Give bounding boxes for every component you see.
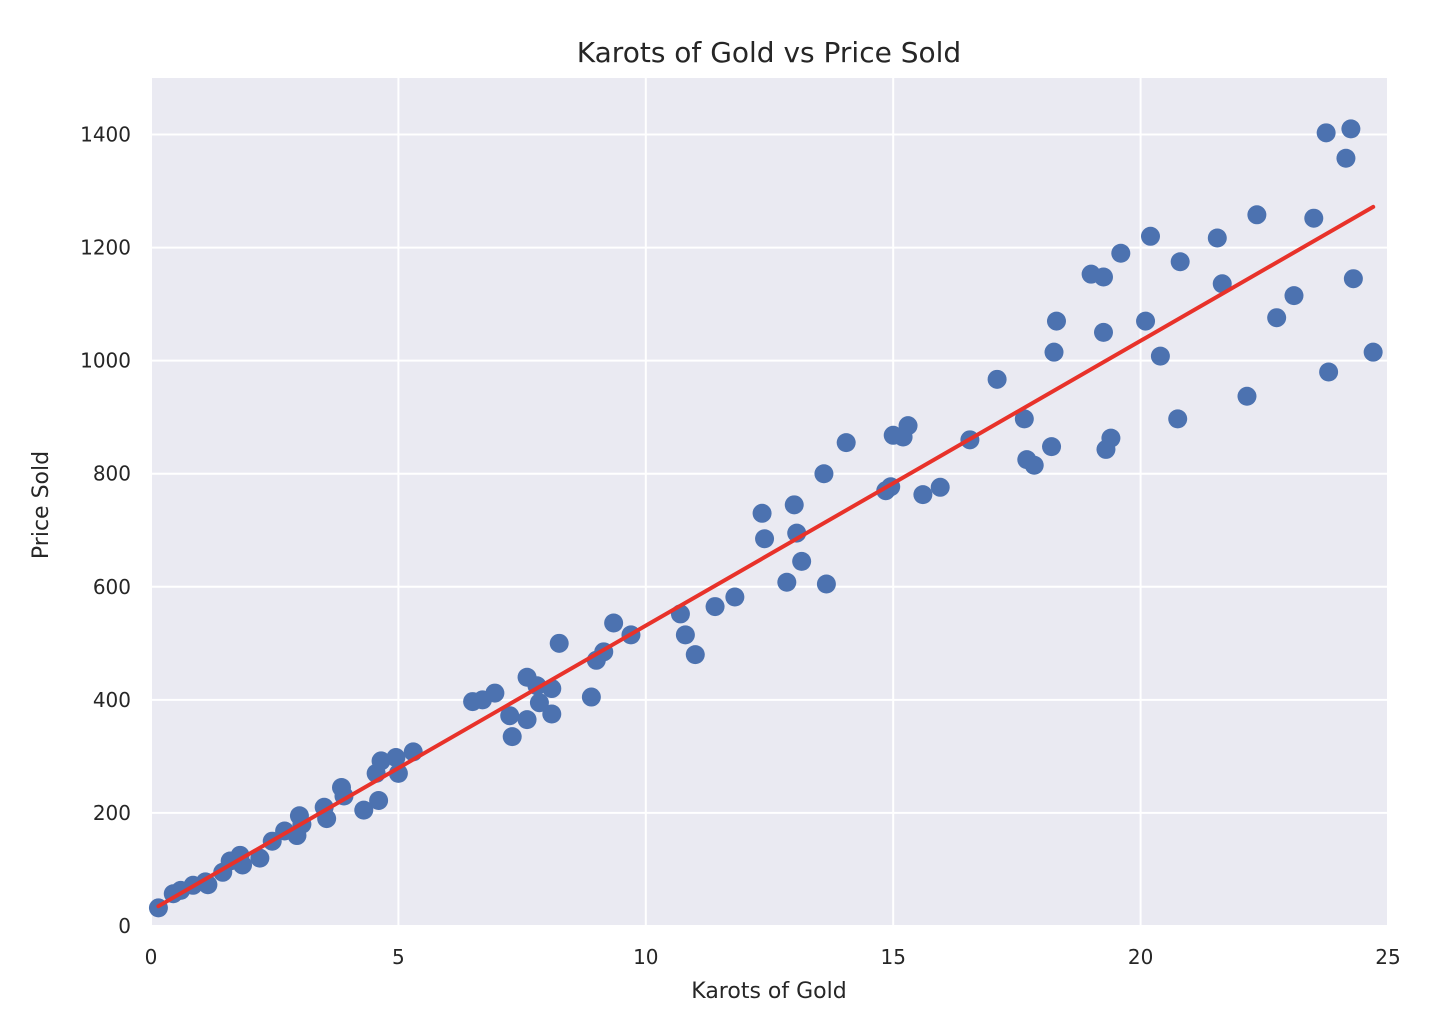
data-point: [581, 687, 601, 707]
data-point: [502, 727, 522, 747]
data-point: [1343, 269, 1363, 289]
data-point: [1024, 455, 1044, 475]
data-point: [1319, 362, 1339, 382]
y-tick-label: 600: [93, 575, 131, 599]
y-tick-label: 1200: [80, 236, 131, 260]
data-point: [784, 495, 804, 515]
data-point: [792, 551, 812, 571]
y-tick-label: 1400: [80, 123, 131, 147]
data-point: [1150, 346, 1170, 366]
x-axis-label: Karots of Gold: [691, 979, 846, 1004]
fit-line-group: [156, 204, 1376, 909]
y-tick-label: 1000: [80, 349, 131, 373]
x-tick-label: 20: [1128, 945, 1153, 969]
data-point: [1168, 409, 1188, 429]
data-point: [755, 529, 775, 549]
plot-area: [151, 78, 1388, 926]
data-point: [500, 706, 520, 726]
data-point: [1284, 286, 1304, 306]
data-point: [1046, 311, 1066, 331]
data-point: [1341, 119, 1361, 139]
data-point: [814, 464, 834, 484]
x-tick-label: 25: [1375, 945, 1400, 969]
data-point: [1170, 252, 1190, 272]
data-point: [752, 503, 772, 523]
y-axis-ticks: 0 200 400 600 800 1000 1200 1400: [80, 123, 131, 938]
data-point: [1363, 342, 1383, 362]
data-point: [369, 790, 389, 810]
data-point: [705, 597, 725, 617]
data-point: [1207, 228, 1227, 248]
data-point: [485, 683, 505, 703]
data-point: [987, 369, 1007, 389]
x-axis-ticks: 0 5 10 15 20 25: [145, 945, 1401, 969]
data-point: [371, 751, 391, 771]
data-point: [1093, 267, 1113, 287]
x-tick-label: 15: [880, 945, 905, 969]
data-point: [816, 574, 836, 594]
x-tick-label: 5: [392, 945, 405, 969]
data-point: [675, 625, 695, 645]
data-point: [1267, 308, 1287, 328]
data-point: [1042, 437, 1062, 457]
data-point: [1237, 386, 1257, 406]
data-point: [836, 433, 856, 453]
data-point: [1212, 274, 1232, 294]
data-point: [1111, 243, 1131, 263]
data-point: [1044, 342, 1064, 362]
data-point: [1093, 322, 1113, 342]
chart-title: Karots of Gold vs Price Sold: [577, 36, 961, 69]
data-point: [354, 800, 374, 820]
y-tick-label: 800: [93, 462, 131, 486]
y-tick-label: 400: [93, 688, 131, 712]
data-point: [517, 710, 537, 730]
y-tick-label: 200: [93, 801, 131, 825]
data-point: [930, 477, 950, 497]
data-point: [250, 848, 270, 868]
x-tick-label: 0: [145, 945, 158, 969]
data-point: [386, 748, 406, 768]
data-point: [604, 613, 624, 633]
fit-line: [156, 204, 1376, 909]
data-points: [148, 119, 1383, 918]
data-point: [1014, 409, 1034, 429]
data-point: [725, 587, 745, 607]
data-point: [1336, 148, 1356, 168]
data-point: [1136, 311, 1156, 331]
data-point: [898, 416, 918, 436]
y-axis-label: Price Sold: [29, 451, 54, 559]
data-point: [1101, 428, 1121, 448]
y-tick-label: 0: [118, 914, 131, 938]
data-point: [685, 645, 705, 665]
data-point: [542, 704, 562, 724]
data-point: [549, 633, 569, 653]
data-point: [1140, 226, 1160, 246]
data-point: [1304, 208, 1324, 228]
data-point: [1316, 123, 1336, 143]
x-tick-label: 10: [633, 945, 658, 969]
data-point: [1247, 205, 1267, 225]
data-point: [777, 572, 797, 592]
data-point: [529, 693, 549, 713]
data-point: [913, 485, 933, 505]
